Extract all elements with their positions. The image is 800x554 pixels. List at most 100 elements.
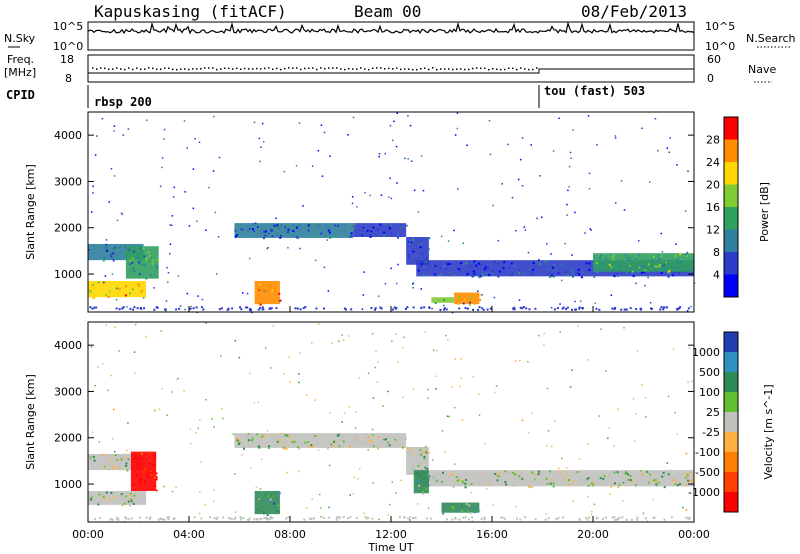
scatter-cell [377, 361, 379, 363]
echo-cell [387, 441, 390, 444]
scatter-cell [129, 263, 131, 266]
ground-cell [462, 516, 465, 519]
freq-dot [348, 67, 350, 70]
ground-cell [271, 517, 274, 520]
scatter-cell [380, 194, 383, 196]
echo-cell [629, 271, 632, 274]
scatter-cell [649, 301, 652, 304]
ground-cell [167, 518, 170, 521]
echo-cell [362, 227, 365, 230]
scatter-cell [266, 247, 268, 250]
scatter-cell [543, 332, 546, 335]
ground-cell [200, 306, 203, 309]
echo-cell [285, 447, 288, 450]
echo-cell [504, 470, 507, 473]
ground-cell [687, 517, 690, 520]
scatter-cell [454, 134, 457, 136]
scatter-cell [397, 263, 399, 266]
scatter-cell [512, 272, 514, 275]
echo-cell [467, 511, 470, 514]
freq-dot [140, 68, 142, 70]
scatter-cell [88, 249, 90, 251]
echo-cell [422, 490, 425, 493]
scatter-cell [314, 399, 316, 401]
freq-dot [300, 68, 302, 71]
scatter-cell [488, 119, 491, 122]
freq-dots [92, 67, 538, 71]
echo-cell [425, 451, 428, 454]
ground-cell [414, 516, 417, 519]
ground-cell [515, 517, 518, 520]
ground-cell [116, 516, 119, 519]
y-tick-label: 1000 [54, 478, 82, 491]
echo-cell [457, 479, 460, 482]
ground-cell [595, 517, 598, 520]
echo-cell [139, 262, 142, 265]
freq-dot [512, 67, 514, 70]
echo-cell [133, 269, 136, 272]
echo-cell [126, 248, 129, 251]
ground-cell [153, 308, 156, 311]
echo-cell [112, 467, 115, 470]
scatter-cell [234, 511, 237, 513]
colorbar-tick-label: -100 [695, 446, 720, 459]
scatter-cell [372, 434, 374, 436]
scatter-cell [445, 334, 447, 337]
colorbar-cell [724, 229, 738, 252]
scatter-cell [518, 299, 521, 301]
echo-cell [451, 506, 454, 509]
echo-cell [539, 263, 542, 266]
echo-cell [616, 274, 619, 277]
echo-cell [367, 436, 370, 439]
echo-cell [112, 496, 115, 499]
echo-cell [140, 452, 143, 455]
scatter-cell [672, 348, 675, 350]
echo-cell [127, 500, 130, 503]
ground-cell [644, 517, 647, 520]
echo-cell [559, 470, 562, 473]
scatter-cell [383, 438, 385, 441]
ground-cell [477, 308, 480, 311]
echo-cell [583, 479, 586, 482]
scatter-cell [543, 344, 545, 346]
echo-cell [425, 460, 428, 463]
echo-cell [131, 288, 134, 291]
scatter-cell [213, 489, 215, 491]
scatter-cell [590, 513, 593, 516]
echo-cell [453, 274, 456, 277]
echo-cell [686, 474, 689, 477]
ground-cell [355, 517, 358, 520]
echo-cell [405, 224, 408, 227]
echo-cell [458, 509, 461, 512]
echo-cell [277, 510, 280, 513]
echo-cell [311, 445, 314, 448]
echo-cell [567, 483, 570, 486]
ground-cell [562, 306, 565, 309]
scatter-cell [644, 397, 647, 399]
nsky-trace [87, 21, 695, 35]
colorbar-cell [724, 332, 738, 352]
scatter-cell [427, 397, 429, 399]
echo-cell [143, 480, 146, 483]
freq-dot [504, 68, 506, 71]
ground-cell [472, 308, 475, 311]
echo-cell [114, 247, 117, 250]
scatter-cell [372, 397, 375, 399]
echo-cell [453, 475, 456, 478]
freq-dot [288, 67, 290, 69]
echo-cell [471, 275, 474, 278]
echo-cell [522, 272, 525, 275]
scatter-cell [590, 229, 592, 231]
echo-cell [342, 440, 345, 443]
echo-cell [528, 268, 531, 271]
echo-cell [548, 268, 551, 271]
echo-cell [418, 262, 421, 265]
scatter-cell [305, 394, 308, 396]
echo-cell [112, 252, 115, 255]
scatter-cell [298, 470, 300, 473]
ground-cell [640, 308, 643, 311]
power-echoes [88, 112, 696, 314]
scatter-cell [354, 427, 357, 429]
ground-cell [623, 308, 626, 311]
scatter-cell [347, 134, 349, 136]
